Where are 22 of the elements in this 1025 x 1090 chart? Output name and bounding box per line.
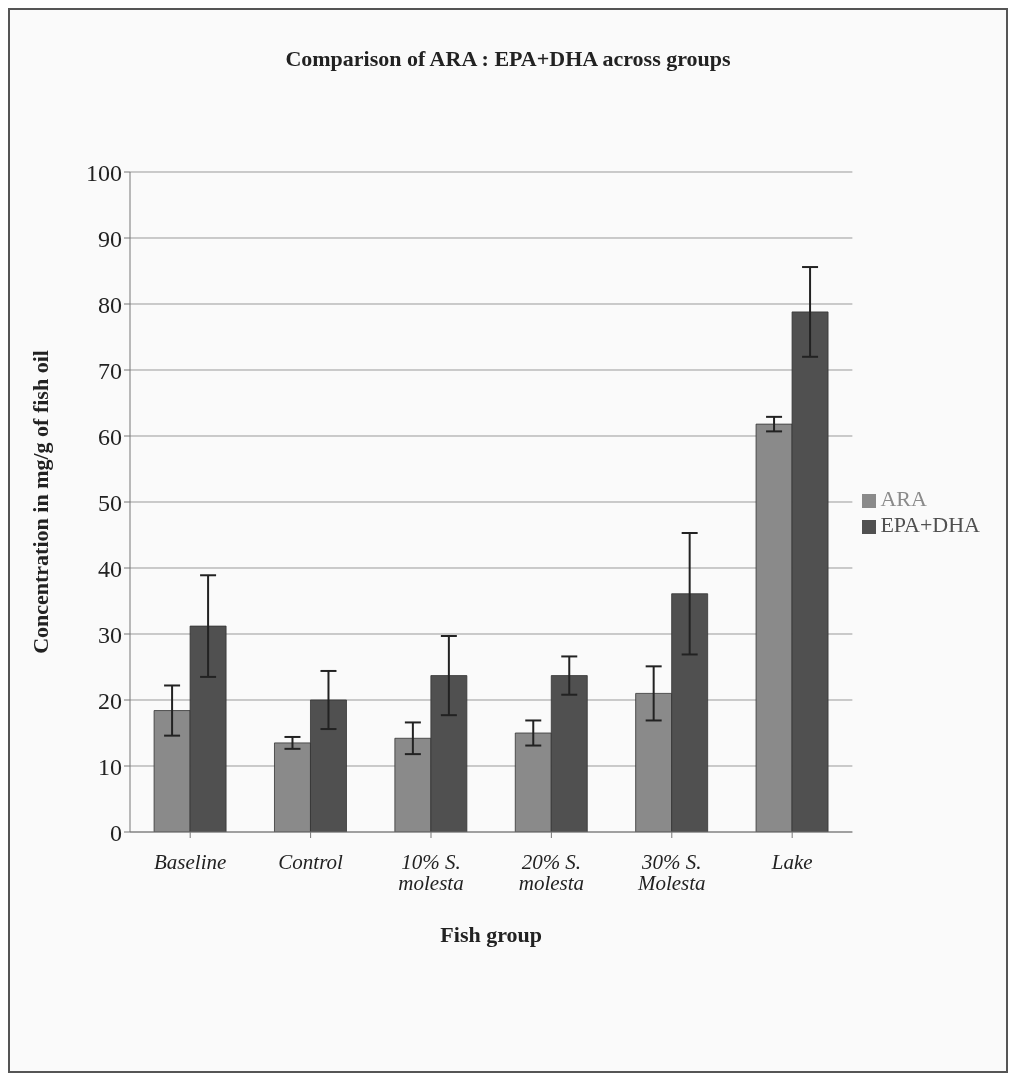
x-tick-label: 30% S. Molesta <box>636 849 706 895</box>
x-tick-label: Control <box>278 849 344 874</box>
y-tick-label: 20 <box>98 687 122 714</box>
x-axis-title: Fish group <box>440 922 543 947</box>
legend-label: ARA <box>880 486 927 511</box>
legend-label: EPA+DHA <box>880 512 980 537</box>
y-tick-label: 10 <box>98 753 122 780</box>
y-tick-label: 50 <box>98 489 122 516</box>
y-tick-label: 100 <box>86 159 122 186</box>
y-tick-label: 40 <box>98 555 122 582</box>
y-tick-label: 90 <box>98 225 122 252</box>
x-tick-label: 20% S. molesta <box>518 849 585 895</box>
x-tick-label: 10% S. molesta <box>398 849 464 895</box>
y-tick-label: 80 <box>98 291 122 318</box>
y-tick-label: 30 <box>98 621 122 648</box>
x-tick-label: Baseline <box>154 849 227 874</box>
y-axis-title: Concentration in mg/g of fish oil <box>27 350 53 654</box>
x-tick-label: Lake <box>770 849 813 874</box>
chart-title: Comparison of ARA : EPA+DHA across groups <box>284 46 732 72</box>
y-tick-label: 60 <box>98 423 122 450</box>
y-tick-label: 70 <box>98 357 122 384</box>
y-tick-label: 0 <box>110 819 122 846</box>
